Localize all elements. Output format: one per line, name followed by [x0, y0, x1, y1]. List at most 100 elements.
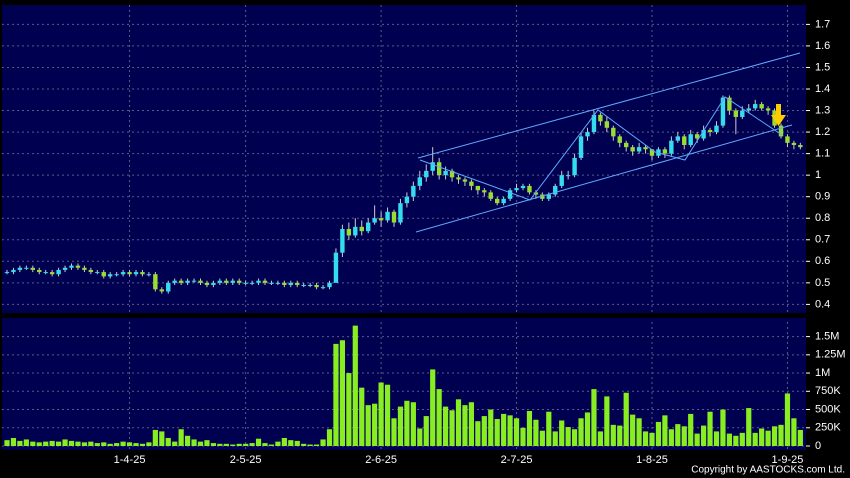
zigzag [419, 96, 783, 201]
volume-bar [552, 431, 558, 446]
candle-body [56, 269, 61, 275]
volume-bar [172, 441, 178, 446]
arrow [771, 104, 786, 126]
candle-body [385, 211, 390, 221]
volume-bar [365, 405, 371, 446]
volume-bar [707, 411, 713, 446]
candle-body [488, 192, 493, 199]
x-tick-label: 1-9-25 [772, 454, 804, 466]
volume-bar [462, 405, 468, 446]
volume-bar [301, 443, 307, 446]
candle-body [95, 272, 100, 274]
volume-bar [101, 442, 107, 446]
candle-body [101, 272, 106, 277]
x-tick-label: 2-6-25 [365, 454, 397, 466]
candle-body [43, 272, 48, 274]
candle-body [256, 280, 261, 283]
candle-body [449, 170, 455, 178]
volume-bar [513, 418, 520, 446]
candle-body [720, 97, 726, 126]
trend-lines [415, 52, 801, 233]
volume-bar [423, 416, 429, 446]
candle-body [11, 269, 16, 273]
candle-body [714, 125, 719, 133]
volume-bar [759, 428, 765, 446]
candle-body [514, 188, 519, 191]
volume-bar [223, 443, 229, 446]
volume-bar [197, 441, 204, 446]
volume-bar [23, 439, 29, 446]
volume-bar [630, 414, 636, 446]
volume-bar [4, 440, 10, 446]
volume-bar [314, 444, 320, 446]
volume-bar [597, 431, 603, 446]
candle-body [288, 282, 293, 285]
volume-bar [701, 425, 707, 446]
candle-body [82, 267, 87, 270]
candle-body [140, 272, 145, 275]
y-tick-label: 0.9 [815, 191, 830, 203]
candle-body [436, 162, 442, 176]
x-tick-label: 2-5-25 [230, 454, 262, 466]
candle-body [778, 125, 784, 137]
volume-bar [255, 438, 262, 446]
y-tick-label: 0.5 [815, 277, 830, 289]
candle-body [37, 269, 42, 273]
candle-body [682, 136, 687, 145]
candle-body [69, 265, 74, 268]
candle-body [230, 280, 235, 283]
candle-body [662, 149, 668, 154]
candle-body [185, 280, 190, 283]
candle-body [759, 104, 764, 109]
candle-body [262, 280, 268, 283]
volume-bar [662, 415, 668, 446]
volume-bar [494, 419, 500, 446]
candle-body [675, 136, 680, 141]
y-tick-label: 750K [815, 385, 841, 397]
volume-bar [268, 444, 275, 446]
volume-bar [526, 410, 533, 446]
candle-body [108, 274, 113, 277]
y-tick-label: 1.2 [815, 126, 830, 138]
volume-bar [178, 429, 184, 446]
candle-body [204, 282, 210, 285]
volume-bar [507, 415, 513, 446]
candle-body [765, 108, 771, 111]
volume-bar [488, 409, 494, 446]
candle-body [546, 194, 551, 199]
volume-bar [120, 441, 126, 446]
candle-body [624, 142, 629, 148]
volume-bar [604, 396, 610, 446]
volume-bar [455, 399, 462, 446]
volume-bar [191, 439, 197, 446]
volume-bar [572, 429, 578, 446]
candle-body [166, 282, 171, 292]
candle-body [533, 192, 539, 195]
candle-body [237, 280, 242, 283]
volume-bar [139, 443, 146, 446]
volume-bar [397, 406, 404, 446]
volume-bar [726, 433, 732, 446]
volume-bar [107, 443, 113, 446]
volume-bar [584, 412, 591, 446]
candle-body [740, 110, 745, 117]
candle-body [482, 190, 487, 193]
y-tick-label: 0.7 [815, 234, 830, 246]
candle-body [127, 272, 132, 275]
volume-bar [10, 437, 17, 446]
volume-bar [339, 340, 345, 446]
candle-body [598, 114, 603, 122]
volume-bar [159, 431, 165, 446]
candle-body [430, 162, 435, 171]
candle-body [585, 132, 590, 137]
candle-body [243, 282, 248, 284]
candle-body [346, 229, 352, 236]
volume-bar [578, 418, 584, 446]
volume-bar [791, 418, 797, 446]
channel-lower [415, 124, 793, 233]
candle-body [217, 280, 223, 283]
volume-bar [668, 429, 674, 446]
volume-bar [326, 429, 333, 446]
volume-bar [533, 419, 539, 446]
